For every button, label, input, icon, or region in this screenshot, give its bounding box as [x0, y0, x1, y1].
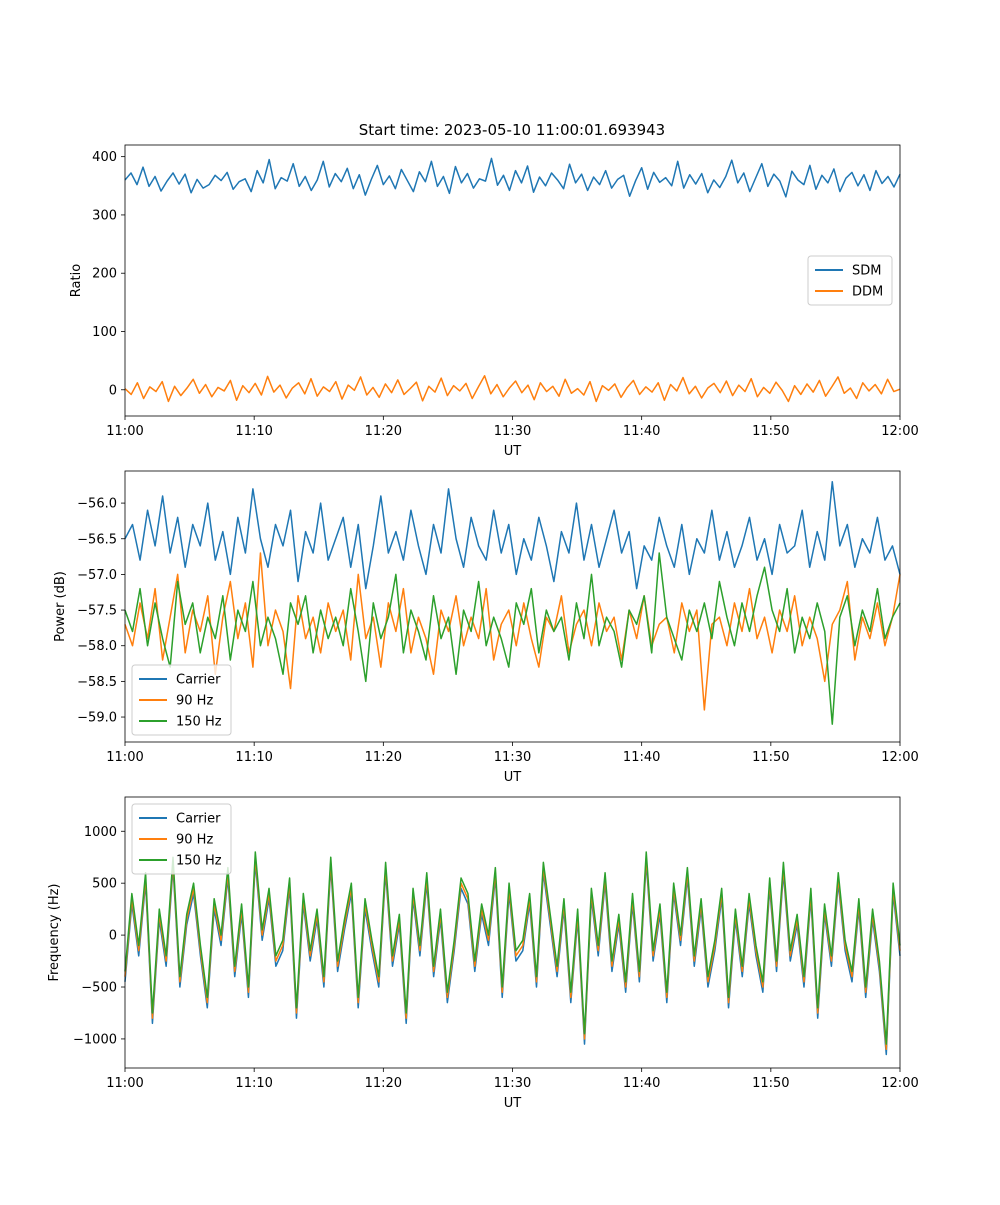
legend: Carrier 90 Hz 150 Hz: [131, 803, 232, 875]
legend-label: 150 Hz: [176, 854, 222, 869]
y-tick-label: 300: [92, 208, 117, 223]
legend-box: [807, 255, 893, 306]
x-tick-label: 12:00: [881, 750, 918, 765]
y-axis-label: Frequency (Hz): [47, 883, 62, 981]
x-tick-label: 11:40: [623, 424, 660, 439]
series-line-150-hz: [124, 552, 901, 725]
y-tick-label: 0: [109, 929, 117, 944]
legend-label: 150 Hz: [176, 715, 222, 730]
x-axis-label: UT: [504, 1096, 522, 1111]
x-tick-label: 11:40: [623, 1076, 660, 1091]
x-tick-label: 11:50: [752, 750, 789, 765]
x-tick-label: 11:30: [494, 750, 531, 765]
x-tick-label: 11:30: [494, 1076, 531, 1091]
y-tick-label: −57.0: [77, 568, 117, 583]
x-tick-label: 11:00: [106, 424, 143, 439]
y-tick-label: 500: [92, 877, 117, 892]
y-tick-label: 0: [109, 383, 117, 398]
x-tick-label: 11:10: [235, 1076, 272, 1091]
x-tick-label: 11:30: [494, 424, 531, 439]
legend: SDM DDM: [807, 255, 893, 306]
chart-title: Start time: 2023-05-10 11:00:01.693943: [359, 121, 665, 139]
y-tick-label: 1000: [84, 825, 117, 840]
x-axis-label: UT: [504, 444, 522, 459]
frequency-panel: 11:00 11:10 11:20 11:30 11:40 11:50 12:00 −1000…: [47, 796, 919, 1111]
plot-frame: [124, 144, 901, 417]
legend-label: SDM: [852, 264, 881, 279]
y-tick-label: −58.5: [77, 675, 117, 690]
legend-box: [131, 803, 232, 875]
legend-label: DDM: [852, 285, 883, 300]
x-tick-label: 11:40: [623, 750, 660, 765]
y-tick-label: −58.0: [77, 639, 117, 654]
legend-label: Carrier: [176, 673, 221, 688]
y-tick-label: 400: [92, 150, 117, 165]
x-tick-label: 11:10: [235, 750, 272, 765]
y-axis-label: Power (dB): [53, 571, 68, 642]
x-tick-label: 11:20: [365, 1076, 402, 1091]
x-tick-label: 11:20: [365, 750, 402, 765]
legend: Carrier 90 Hz 150 Hz: [131, 664, 232, 736]
series-line-carrier: [124, 480, 901, 590]
legend-label: 90 Hz: [176, 694, 213, 709]
y-tick-label: 100: [92, 325, 117, 340]
x-tick-label: 11:50: [752, 1076, 789, 1091]
power-panel: 11:00 11:10 11:20 11:30 11:40 11:50 12:00 −59.0…: [53, 470, 919, 785]
x-tick-label: 12:00: [881, 424, 918, 439]
series-line-ddm: [124, 375, 901, 403]
y-tick-label: −57.5: [77, 604, 117, 619]
y-tick-label: −1000: [73, 1032, 117, 1047]
legend-label: 90 Hz: [176, 833, 213, 848]
x-tick-label: 11:20: [365, 424, 402, 439]
series-line-150-hz: [124, 851, 901, 1045]
series-line-sdm: [124, 157, 901, 198]
y-tick-label: −56.5: [77, 532, 117, 547]
series-line-carrier: [124, 861, 901, 1056]
legend-box: [131, 664, 232, 736]
x-tick-label: 11:00: [106, 1076, 143, 1091]
ratio-panel: 11:00 11:10 11:20 11:30 11:40 11:50 12:00 0 100 2…: [69, 144, 919, 459]
x-tick-label: 11:00: [106, 750, 143, 765]
y-axis-label: Ratio: [69, 264, 84, 297]
y-tick-label: 200: [92, 267, 117, 282]
x-tick-label: 11:10: [235, 424, 272, 439]
y-tick-label: −500: [81, 981, 117, 996]
y-tick-label: −56.0: [77, 497, 117, 512]
y-tick-label: −59.0: [77, 711, 117, 726]
legend-label: Carrier: [176, 812, 221, 827]
x-axis-label: UT: [504, 770, 522, 785]
x-tick-label: 12:00: [881, 1076, 918, 1091]
x-tick-label: 11:50: [752, 424, 789, 439]
series-line-90-hz: [124, 552, 901, 711]
